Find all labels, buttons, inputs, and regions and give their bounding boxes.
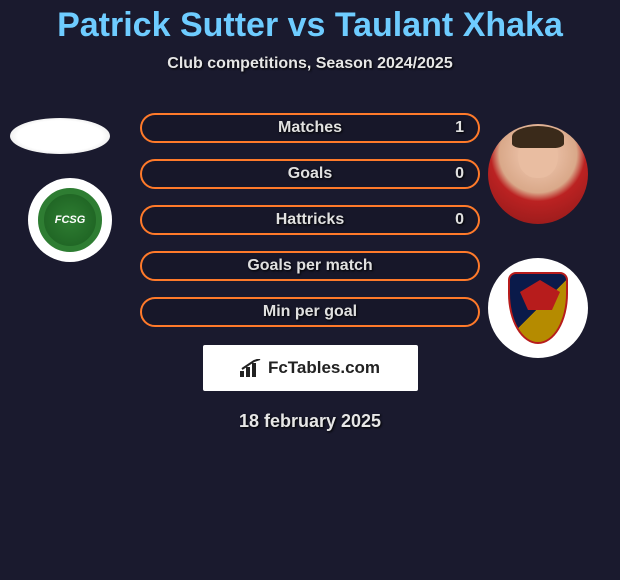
site-logo-text: FcTables.com [268,358,380,378]
stat-value-right: 1 [455,119,464,137]
page-title: Patrick Sutter vs Taulant Xhaka [57,6,563,45]
subtitle: Club competitions, Season 2024/2025 [167,55,452,73]
fc-basel-badge-icon [508,272,568,344]
stat-value-right: 0 [455,165,464,183]
site-logo[interactable]: FcTables.com [203,345,418,391]
fc-st-gallen-badge-icon [38,188,102,252]
update-date: 18 february 2025 [239,411,381,432]
stat-row-goals-per-match: Goals per match [140,251,480,281]
player-right-club-badge [488,258,588,358]
player-left-avatar [10,118,110,154]
chart-icon [240,359,262,377]
stat-label: Goals [288,165,332,183]
player-right-avatar [488,124,588,224]
stat-row-matches: Matches 1 [140,113,480,143]
stat-label: Min per goal [263,303,357,321]
stat-row-hattricks: Hattricks 0 [140,205,480,235]
stat-label: Goals per match [247,257,372,275]
player-left-club-badge [28,178,112,262]
stat-row-goals: Goals 0 [140,159,480,189]
stats-list: Matches 1 Goals 0 Hattricks 0 Goals per … [140,113,480,327]
stat-value-right: 0 [455,211,464,229]
stat-label: Hattricks [276,211,344,229]
stat-row-min-per-goal: Min per goal [140,297,480,327]
stat-label: Matches [278,119,342,137]
